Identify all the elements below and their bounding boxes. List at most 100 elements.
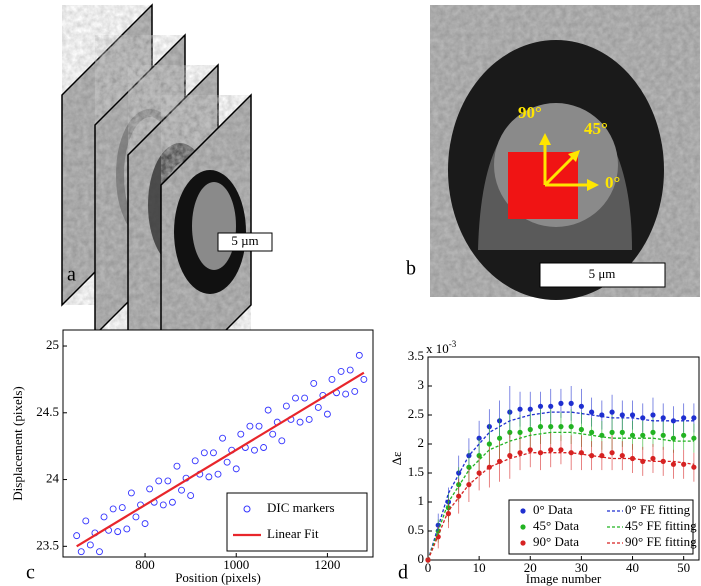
scale-bar-label: 5 μm bbox=[589, 266, 616, 281]
data-point bbox=[609, 409, 615, 415]
data-point bbox=[214, 470, 222, 478]
legend-label: 0° Data bbox=[533, 502, 573, 517]
data-point bbox=[486, 441, 492, 447]
data-point bbox=[527, 406, 533, 412]
data-point bbox=[589, 429, 595, 435]
data-point bbox=[278, 437, 286, 445]
data-point bbox=[260, 444, 268, 451]
direction-arrows bbox=[539, 133, 599, 191]
data-point bbox=[77, 548, 85, 556]
direction-label: 0° bbox=[605, 173, 620, 192]
y-tick-label: 3.5 bbox=[408, 348, 424, 363]
data-point bbox=[507, 453, 513, 459]
data-point bbox=[164, 477, 172, 485]
data-point bbox=[681, 432, 687, 438]
data-point bbox=[342, 390, 350, 398]
data-point bbox=[73, 532, 81, 540]
data-point bbox=[237, 430, 245, 438]
data-point bbox=[255, 422, 263, 430]
legend-label: 0° FE fitting bbox=[625, 502, 691, 517]
data-point bbox=[305, 416, 313, 423]
plot-area bbox=[73, 351, 368, 556]
y-tick-label: 1.5 bbox=[408, 464, 424, 479]
data-point bbox=[360, 375, 368, 383]
x-axis-label: Image number bbox=[526, 571, 602, 586]
legend-marker bbox=[520, 540, 526, 546]
data-point bbox=[650, 429, 656, 435]
data-point bbox=[456, 493, 462, 499]
data-point bbox=[650, 412, 656, 418]
data-point bbox=[146, 485, 154, 493]
panel-label: b bbox=[406, 258, 416, 280]
data-point bbox=[155, 477, 163, 485]
direction-label: 45° bbox=[584, 119, 608, 138]
data-point bbox=[337, 367, 345, 375]
data-point bbox=[328, 375, 336, 383]
data-point bbox=[629, 412, 636, 418]
data-point bbox=[232, 465, 240, 473]
data-point bbox=[223, 458, 231, 466]
y-tick-label: 0 bbox=[418, 551, 425, 566]
plot-area bbox=[425, 386, 697, 563]
data-point bbox=[292, 394, 299, 402]
data-point bbox=[548, 447, 554, 453]
data-point bbox=[264, 406, 272, 414]
direction-label: 90° bbox=[518, 103, 542, 122]
data-point bbox=[517, 406, 523, 412]
data-point bbox=[310, 379, 318, 387]
y-tick-label: 3 bbox=[418, 377, 425, 392]
data-point bbox=[127, 489, 135, 497]
data-point bbox=[209, 449, 217, 457]
data-point bbox=[568, 400, 574, 406]
scale-bar bbox=[217, 232, 273, 252]
panel-label: d bbox=[398, 562, 408, 584]
x-tick-label: 1200 bbox=[314, 557, 340, 572]
data-point bbox=[355, 351, 363, 359]
data-point bbox=[191, 457, 199, 465]
multiplier-exponent: -3 bbox=[449, 339, 457, 349]
data-point bbox=[251, 446, 258, 454]
series-line bbox=[76, 371, 365, 548]
data-point bbox=[691, 464, 697, 470]
data-point bbox=[537, 403, 544, 409]
series-line bbox=[427, 431, 694, 561]
y-axis-label: Δε bbox=[389, 451, 404, 465]
data-point bbox=[346, 366, 354, 374]
data-point bbox=[173, 462, 181, 470]
panel-b: 90° 45° 0° 5 μm b bbox=[406, 5, 700, 300]
y-tick-label: 24 bbox=[46, 471, 60, 486]
data-point bbox=[200, 449, 208, 457]
legend bbox=[226, 492, 368, 552]
legend-label: 90° FE fitting bbox=[625, 534, 697, 549]
data-point bbox=[314, 403, 322, 411]
data-point bbox=[629, 455, 636, 462]
legend-label: Linear Fit bbox=[267, 526, 319, 541]
data-point bbox=[517, 429, 523, 435]
data-point bbox=[681, 415, 687, 421]
series-line bbox=[427, 411, 694, 561]
data-point bbox=[691, 415, 697, 421]
legend bbox=[508, 499, 694, 555]
data-point bbox=[640, 432, 646, 438]
data-point bbox=[619, 412, 625, 418]
data-point bbox=[558, 424, 564, 430]
data-point bbox=[96, 548, 103, 556]
data-point bbox=[548, 424, 554, 430]
data-point bbox=[558, 400, 564, 406]
data-point bbox=[578, 426, 584, 433]
data-point bbox=[282, 402, 290, 410]
legend-label: 45° Data bbox=[533, 518, 579, 533]
data-point bbox=[100, 513, 108, 521]
x-tick-label: 40 bbox=[626, 560, 639, 575]
data-point bbox=[114, 528, 122, 536]
x-tick-label: 1000 bbox=[223, 557, 249, 572]
data-point bbox=[296, 418, 304, 426]
x-tick-label: 0 bbox=[425, 560, 432, 575]
data-point bbox=[670, 461, 677, 467]
panel-a: 5 µm a bbox=[61, 3, 273, 397]
data-point bbox=[86, 541, 94, 549]
data-point bbox=[219, 434, 227, 442]
multiplier-base: x 10 bbox=[426, 341, 449, 356]
data-point bbox=[269, 430, 277, 438]
